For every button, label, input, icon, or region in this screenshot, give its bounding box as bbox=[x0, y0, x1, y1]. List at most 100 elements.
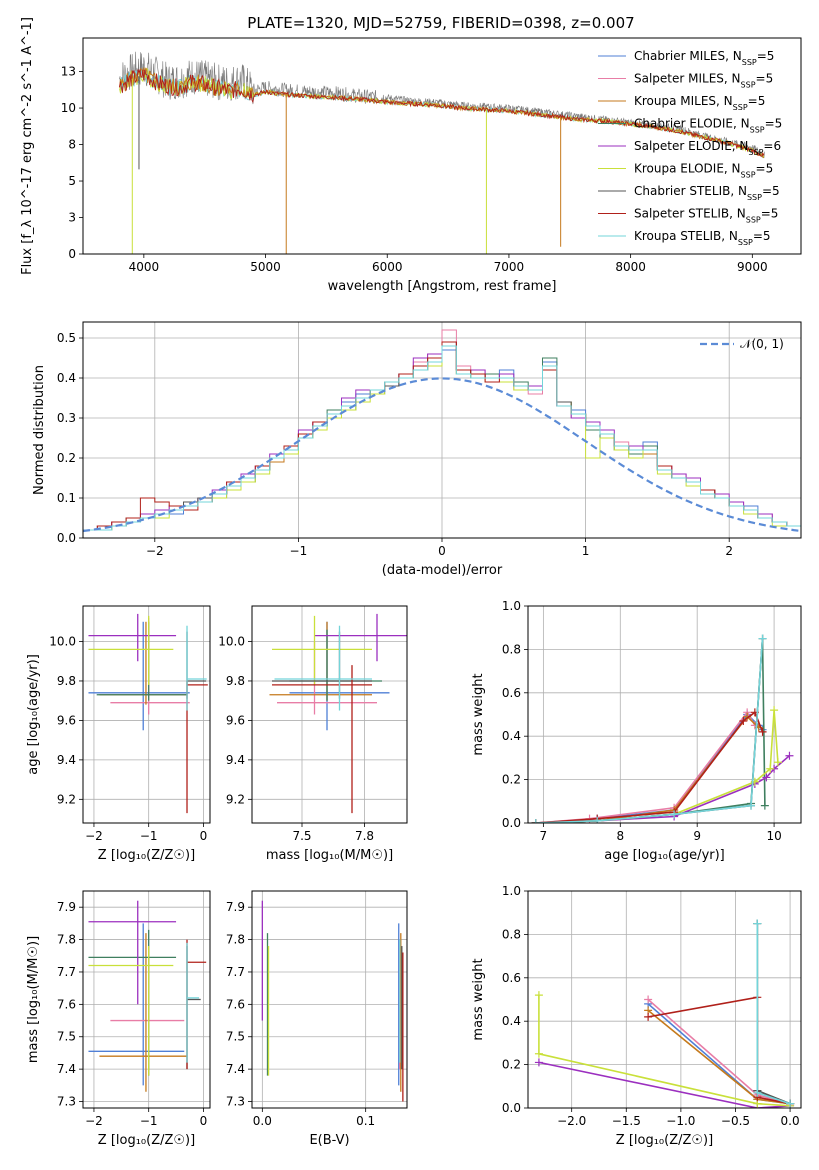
spectrum-y-tick-label: 0 bbox=[68, 247, 76, 261]
mass_vs_age-point bbox=[274, 625, 372, 711]
z_vs_weight-marker bbox=[753, 1088, 762, 1097]
age_vs_weight-y-tick-label: 0.8 bbox=[502, 642, 521, 656]
age_vs_weight-y-axis: 0.0 0.2 0.4 0.6 0.8 1.0 bbox=[502, 599, 528, 830]
mass_vs_age-y-tick-label: 9.4 bbox=[226, 753, 245, 767]
z_vs_age-panel: −2 −1 0 9.2 9.4 9.6 9.8 10.0 Z [log₁₀(Z/Z☉)] age … bbox=[26, 605, 211, 863]
z_vs_age-point bbox=[88, 621, 190, 731]
age_vs_weight-marker bbox=[762, 773, 771, 782]
z_vs_mass-point bbox=[186, 946, 201, 1070]
mass_vs_age-point bbox=[289, 629, 382, 701]
ebv_vs_mass-y-tick-label: 7.3 bbox=[226, 1095, 245, 1109]
residual-histogram-step bbox=[83, 345, 801, 531]
mass_vs_age-point bbox=[314, 613, 407, 662]
z_vs_weight-x-axis: −2.0 −1.5 −1.0 −0.5 0.0 bbox=[557, 1108, 800, 1128]
z_vs_age-point bbox=[88, 615, 174, 685]
mass_vs_age-plot-area bbox=[269, 613, 407, 814]
spectrum-plot-area bbox=[119, 51, 765, 254]
spectrum-legend-entry: Kroupa STELIB, NSSP=5 bbox=[634, 229, 771, 247]
z_vs_mass-point bbox=[186, 942, 200, 1063]
ebv_vs_mass-y-axis: 7.3 7.4 7.5 7.6 7.7 7.8 7.9 bbox=[226, 900, 252, 1109]
mass_vs_age-x-tick-label: 7.8 bbox=[355, 829, 374, 843]
residuals-x-tick-label: 2 bbox=[725, 544, 733, 558]
z_vs_mass-point bbox=[88, 929, 177, 1076]
z_vs_age-y-axis: 9.2 9.4 9.6 9.8 10.0 bbox=[49, 635, 83, 806]
spectrum-x-label: wavelength [Angstrom, rest frame] bbox=[328, 279, 557, 294]
z_vs_weight-y-tick-label: 0.0 bbox=[502, 1101, 521, 1115]
z_vs_mass-x-axis: −2 −1 0 bbox=[85, 1108, 207, 1128]
age_vs_weight-marker bbox=[531, 819, 540, 823]
z_vs_age-plot-area bbox=[88, 613, 208, 814]
z_vs_weight-series-line bbox=[647, 998, 791, 1105]
age_vs_weight-y-tick-label: 1.0 bbox=[502, 599, 521, 613]
z_vs_mass-y-tick-label: 7.6 bbox=[57, 997, 76, 1011]
spectrum-x-axis: 4000 5000 6000 7000 8000 9000 bbox=[129, 254, 768, 274]
ebv_vs_mass-y-tick-label: 7.5 bbox=[226, 1030, 245, 1044]
z_vs_mass-point bbox=[88, 923, 185, 1086]
age_vs_weight-marker bbox=[770, 706, 779, 715]
z_vs_age-point bbox=[88, 613, 177, 662]
spectrum-legend-entry: Kroupa MILES, NSSP=5 bbox=[634, 94, 765, 112]
age_vs_weight-marker bbox=[758, 727, 767, 736]
z_vs_weight-series-line bbox=[538, 1061, 791, 1108]
z_vs_weight-frame bbox=[527, 890, 802, 1109]
residuals-y-tick-label: 0.1 bbox=[57, 491, 76, 505]
spectrum-legend-entry: Salpeter STELIB, NSSP=5 bbox=[634, 207, 778, 225]
z_vs_mass-point bbox=[88, 946, 174, 1076]
age_vs_weight-marker bbox=[760, 801, 769, 810]
age_vs_weight-marker bbox=[785, 751, 794, 760]
z_vs_age-y-tick-label: 9.6 bbox=[57, 713, 76, 727]
z_vs_mass-x-tick-label: −1 bbox=[140, 1114, 158, 1128]
spectrum-legend-entry: Salpeter MILES, NSSP=5 bbox=[634, 72, 773, 90]
mass_vs_age-frame bbox=[251, 605, 408, 824]
z_vs_age-y-tick-label: 9.8 bbox=[57, 674, 76, 688]
z_vs_age-x-tick-label: 0 bbox=[200, 829, 208, 843]
panels-group: 4000 5000 6000 7000 8000 900003581013waveleng… bbox=[20, 17, 802, 1148]
age_vs_weight-marker bbox=[750, 721, 759, 730]
spectrum-y-tick-label: 13 bbox=[61, 65, 76, 79]
z_vs_mass-x-tick-label: 0 bbox=[200, 1114, 208, 1128]
mass_vs_age-panel: 7.5 7.8 9.2 9.4 9.6 9.8 10.0 mass [log₁₀(M/M☉)] bbox=[218, 605, 408, 863]
residuals-y-axis: 0.0 0.1 0.2 0.3 0.4 0.5 bbox=[57, 331, 83, 545]
z_vs_mass-x-label: Z [log₁₀(Z/Z☉)] bbox=[98, 1133, 195, 1148]
z_vs_mass-frame bbox=[82, 890, 211, 1109]
z_vs_weight-y-tick-label: 1.0 bbox=[502, 884, 521, 898]
spectrum-legend-entry: Salpeter ELODIE, NSSP=6 bbox=[634, 139, 781, 157]
z_vs_mass-plot-area bbox=[88, 900, 207, 1092]
residuals-x-tick-label: 1 bbox=[582, 544, 590, 558]
age_vs_weight-marker bbox=[739, 717, 748, 726]
ebv_vs_mass-x-label: E(B-V) bbox=[309, 1133, 349, 1148]
spectrum-y-tick-label: 3 bbox=[68, 211, 76, 225]
age_vs_weight-y-tick-label: 0.0 bbox=[502, 816, 521, 830]
age_vs_weight-series-line bbox=[535, 711, 764, 823]
mass_vs_age-x-label: mass [log₁₀(M/M☉)] bbox=[266, 848, 393, 863]
spectrum-y-tick-label: 5 bbox=[68, 174, 76, 188]
z_vs_mass-y-tick-label: 7.3 bbox=[57, 1095, 76, 1109]
z_vs_weight-y-tick-label: 0.6 bbox=[502, 971, 521, 985]
z_vs_age-point bbox=[96, 621, 188, 701]
z_vs_age-frame bbox=[82, 605, 211, 824]
z_vs_mass-y-tick-label: 7.7 bbox=[57, 965, 76, 979]
spectrum-legend-entry: Chabrier MILES, NSSP=5 bbox=[634, 49, 774, 67]
z_vs_age-y-tick-label: 9.2 bbox=[57, 792, 76, 806]
age_vs_weight-marker bbox=[766, 764, 775, 773]
ebv_vs_mass-y-tick-label: 7.6 bbox=[226, 997, 245, 1011]
spectrum-legend-entry: Kroupa ELODIE, NSSP=5 bbox=[634, 162, 773, 180]
spectrum-x-tick-label: 4000 bbox=[129, 260, 160, 274]
z_vs_weight-x-tick-label: −0.5 bbox=[721, 1114, 750, 1128]
z_vs_weight-x-tick-label: 0.0 bbox=[781, 1114, 800, 1128]
z_vs_age-x-axis: −2 −1 0 bbox=[85, 823, 207, 843]
z_vs_weight-y-tick-label: 0.4 bbox=[502, 1014, 521, 1028]
spectrum-panel: 4000 5000 6000 7000 8000 9000 0 3 5 8 10 13 waveleng… bbox=[20, 17, 802, 294]
ebv_vs_mass-y-tick-label: 7.4 bbox=[226, 1062, 245, 1076]
z_vs_mass-y-axis: 7.3 7.4 7.5 7.6 7.7 7.8 7.9 bbox=[57, 900, 83, 1109]
ebv_vs_mass-y-tick-label: 7.8 bbox=[226, 933, 245, 947]
z_vs_weight-series-line bbox=[647, 996, 791, 1105]
age_vs_weight-marker bbox=[670, 810, 679, 819]
z_vs_mass-panel: −2 −1 0 7.3 7.4 7.5 7.6 7.7 7.8 7.9 Z [log₁₀(Z/Z☉)… bbox=[26, 890, 211, 1148]
z_vs_weight-y-tick-label: 0.2 bbox=[502, 1058, 521, 1072]
residuals-x-tick-label: −2 bbox=[146, 544, 164, 558]
age_vs_weight-x-axis: 7 8 9 10 bbox=[540, 823, 782, 843]
z_vs_mass-x-tick-label: −2 bbox=[85, 1114, 103, 1128]
z_vs_weight-y-label: mass weight bbox=[471, 958, 486, 1040]
